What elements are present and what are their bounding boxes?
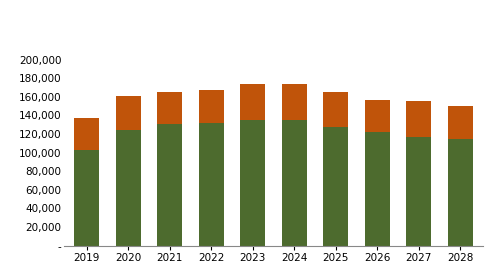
Bar	[199, 123, 224, 246]
Bar	[365, 100, 390, 132]
Bar	[365, 132, 390, 246]
Bar	[199, 90, 224, 123]
Bar	[282, 84, 307, 120]
Bar	[74, 118, 100, 150]
Legend: Other liabilities, Total debt: Other liabilities, Total debt	[180, 0, 367, 1]
Bar	[323, 92, 348, 127]
Bar	[74, 150, 100, 246]
Bar	[157, 92, 182, 124]
Bar	[406, 137, 431, 246]
Bar	[116, 96, 141, 130]
Bar	[448, 139, 473, 246]
Bar	[241, 84, 265, 120]
Bar	[323, 127, 348, 246]
Bar	[116, 130, 141, 246]
Bar	[282, 120, 307, 246]
Bar	[241, 120, 265, 246]
Bar	[406, 102, 431, 137]
Bar	[448, 106, 473, 139]
Bar	[157, 124, 182, 246]
